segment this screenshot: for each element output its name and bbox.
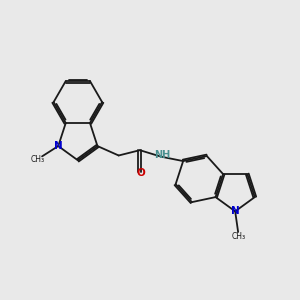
Text: N: N	[231, 206, 240, 216]
Text: N: N	[54, 141, 63, 151]
Text: NH: NH	[154, 150, 171, 160]
Text: O: O	[136, 168, 145, 178]
Text: CH₃: CH₃	[31, 155, 45, 164]
Text: CH₃: CH₃	[232, 232, 246, 241]
